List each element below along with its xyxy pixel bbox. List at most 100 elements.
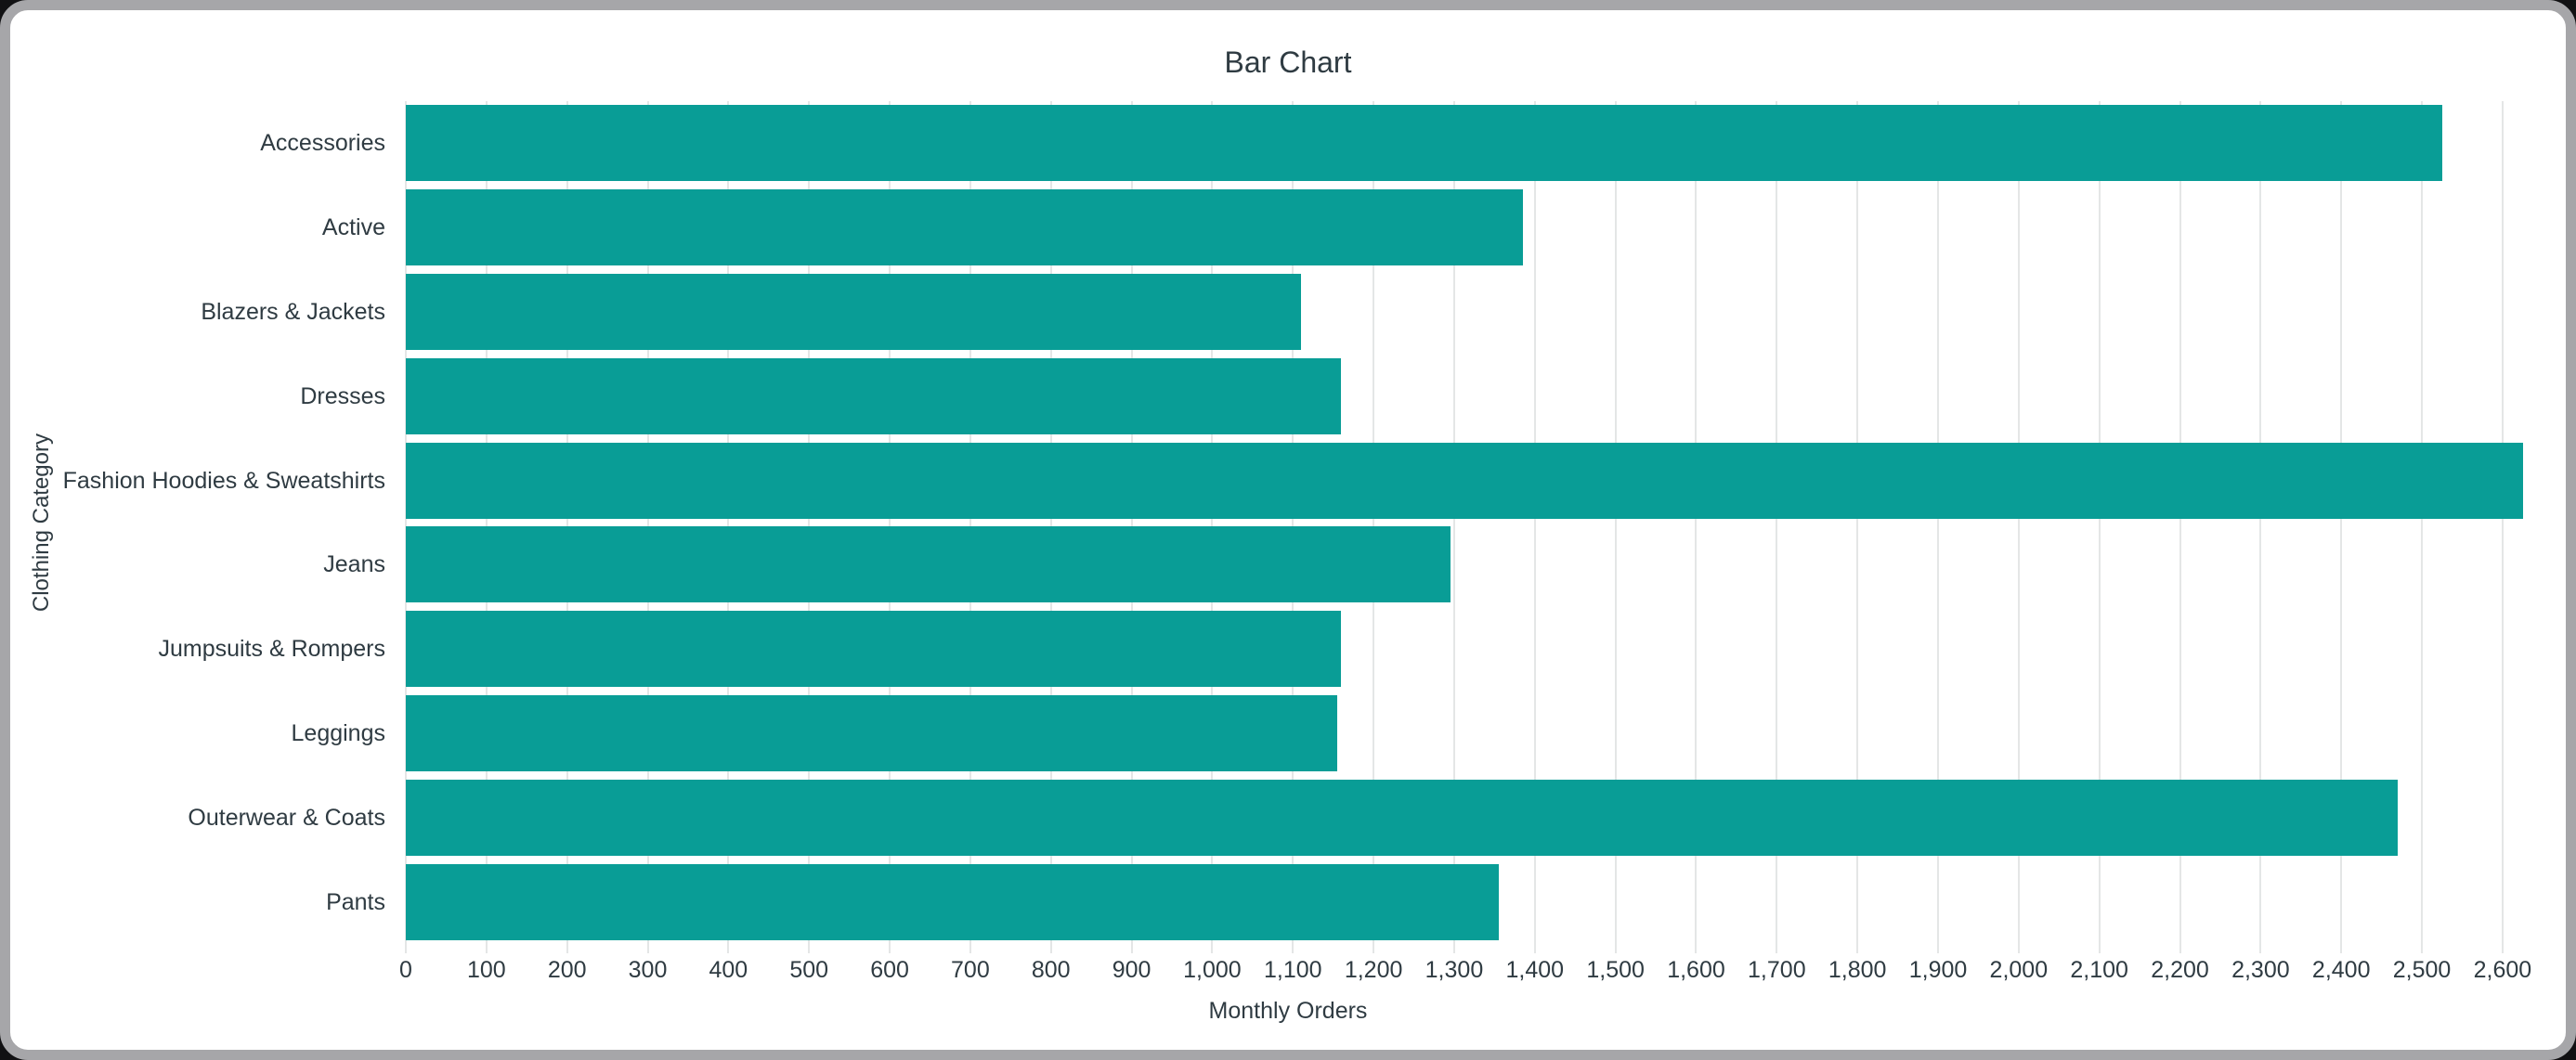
- x-tick-label: 1,400: [1505, 957, 1565, 983]
- x-tick-label: 0: [399, 957, 412, 983]
- x-tick-mark: [2098, 944, 2101, 953]
- x-tick-mark: [1937, 944, 1939, 953]
- x-tick-mark: [808, 944, 811, 953]
- x-tick-label: 900: [1112, 957, 1151, 983]
- gridline: [1373, 101, 1375, 944]
- x-tick-label: 1,700: [1748, 957, 1806, 983]
- y-axis-title: Clothing Category: [29, 433, 54, 613]
- x-tick-mark: [1211, 944, 1214, 953]
- gridline: [1211, 101, 1214, 944]
- y-category-label: Jeans: [323, 551, 385, 578]
- x-tick-label: 700: [951, 957, 990, 983]
- x-tick-label: 100: [466, 957, 506, 983]
- x-tick-label: 200: [547, 957, 587, 983]
- bar: [406, 695, 1338, 771]
- x-tick-label: 1,300: [1425, 957, 1484, 983]
- gridline: [2259, 101, 2262, 944]
- chart-inner: Bar Chart Clothing Category Monthly Orde…: [10, 10, 2566, 1050]
- x-tick-mark: [485, 944, 488, 953]
- x-tick-label: 500: [789, 957, 829, 983]
- x-tick-label: 400: [709, 957, 748, 983]
- x-tick-label: 1,000: [1183, 957, 1242, 983]
- x-axis-title: Monthly Orders: [1208, 998, 1368, 1024]
- chart-title: Bar Chart: [1224, 45, 1352, 79]
- x-tick-mark: [1049, 944, 1052, 953]
- gridline: [1614, 101, 1617, 944]
- gridline: [1695, 101, 1698, 944]
- x-tick-mark: [2179, 944, 2181, 953]
- x-tick-mark: [2259, 944, 2262, 953]
- x-tick-mark: [1130, 944, 1133, 953]
- x-tick-mark: [1533, 944, 1536, 953]
- x-tick-label: 2,500: [2392, 957, 2452, 983]
- x-tick-label: 1,500: [1586, 957, 1645, 983]
- gridline: [2421, 101, 2424, 944]
- bar: [406, 526, 1451, 603]
- x-tick-mark: [2421, 944, 2424, 953]
- gridline: [2501, 101, 2504, 944]
- x-tick-label: 2,300: [2231, 957, 2290, 983]
- x-tick-mark: [889, 944, 891, 953]
- x-tick-mark: [969, 944, 971, 953]
- bar: [406, 779, 2398, 856]
- y-category-label: Jumpsuits & Rompers: [158, 636, 385, 663]
- x-tick-label: 2,400: [2311, 957, 2371, 983]
- gridline: [727, 101, 730, 944]
- y-category-label: Accessories: [260, 130, 385, 157]
- x-tick-mark: [1776, 944, 1778, 953]
- gridline: [1533, 101, 1536, 944]
- x-tick-label: 2,100: [2070, 957, 2128, 983]
- gridline: [1292, 101, 1295, 944]
- x-tick-label: 1,200: [1344, 957, 1403, 983]
- y-category-label: Active: [321, 214, 385, 241]
- x-tick-mark: [2501, 944, 2504, 953]
- bar: [406, 442, 2523, 519]
- gridline: [2098, 101, 2101, 944]
- bar: [406, 274, 1301, 350]
- x-tick-mark: [1452, 944, 1455, 953]
- x-tick-label: 800: [1031, 957, 1071, 983]
- x-tick-mark: [727, 944, 730, 953]
- y-category-label: Outerwear & Coats: [188, 804, 385, 831]
- gridline: [1856, 101, 1859, 944]
- x-tick-mark: [405, 944, 407, 953]
- bar: [406, 189, 1523, 266]
- bar: [406, 611, 1342, 688]
- gridline: [808, 101, 811, 944]
- gridline: [1049, 101, 1052, 944]
- x-tick-label: 2,200: [2151, 957, 2209, 983]
- y-category-label: Blazers & Jackets: [201, 299, 385, 325]
- gridline: [485, 101, 488, 944]
- bar: [406, 863, 1499, 940]
- x-tick-mark: [1292, 944, 1295, 953]
- gridline: [1937, 101, 1939, 944]
- gridline: [566, 101, 568, 944]
- gridline: [646, 101, 649, 944]
- gridline: [889, 101, 891, 944]
- y-category-label: Pants: [326, 888, 385, 915]
- y-category-label: Fashion Hoodies & Sweatshirts: [62, 467, 385, 494]
- bar: [406, 105, 2442, 182]
- x-tick-mark: [1695, 944, 1698, 953]
- x-tick-label: 300: [628, 957, 668, 983]
- x-tick-label: 1,800: [1828, 957, 1887, 983]
- gridline: [2179, 101, 2181, 944]
- y-category-label: Leggings: [291, 720, 385, 746]
- x-tick-label: 2,000: [1989, 957, 2049, 983]
- gridline: [969, 101, 971, 944]
- x-tick-mark: [1614, 944, 1617, 953]
- y-category-label: Dresses: [300, 382, 385, 409]
- gridline: [405, 101, 407, 944]
- x-tick-label: 1,600: [1667, 957, 1725, 983]
- x-tick-mark: [1856, 944, 1859, 953]
- x-tick-label: 1,900: [1908, 957, 1968, 983]
- x-tick-label: 600: [870, 957, 909, 983]
- x-tick-mark: [1373, 944, 1375, 953]
- gridline: [1130, 101, 1133, 944]
- gridline: [1776, 101, 1778, 944]
- x-tick-label: 1,100: [1263, 957, 1322, 983]
- x-tick-mark: [2017, 944, 2020, 953]
- x-tick-mark: [646, 944, 649, 953]
- gridline: [1452, 101, 1455, 944]
